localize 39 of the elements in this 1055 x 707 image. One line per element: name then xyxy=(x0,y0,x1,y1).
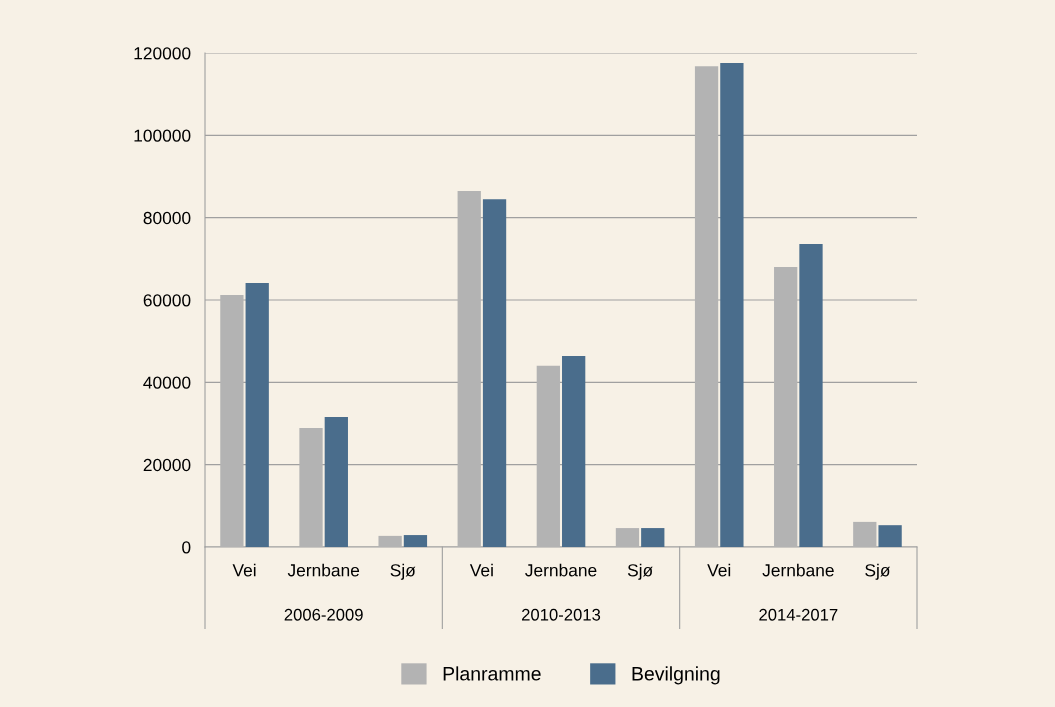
legend-label: Bevilgning xyxy=(632,666,720,685)
bar xyxy=(220,295,244,547)
legend-label: Planramme xyxy=(443,666,541,681)
text: 2010-2013 xyxy=(521,608,601,621)
bar xyxy=(403,535,428,547)
y-tick-label: 100000 xyxy=(134,129,191,142)
x-tick-label: Vei xyxy=(469,563,493,577)
y-tick-label: 80000 xyxy=(143,211,191,225)
text: 2006-2009 xyxy=(284,608,363,621)
bar xyxy=(878,525,902,547)
bar xyxy=(641,528,665,547)
bar xyxy=(536,365,560,547)
bar xyxy=(482,199,507,547)
x-tick-label: Sjø xyxy=(390,563,416,580)
bar xyxy=(378,535,402,547)
bar xyxy=(562,355,586,547)
x-tick-label: Vei xyxy=(232,563,256,577)
y-tick-label: 120000 xyxy=(134,47,191,60)
bar xyxy=(720,62,744,547)
bar xyxy=(245,283,269,547)
x-tick-label: Jernbane xyxy=(762,563,834,577)
bar xyxy=(853,521,877,547)
bar xyxy=(324,416,348,547)
bar xyxy=(799,244,823,547)
y-tick-label: 20000 xyxy=(143,458,191,472)
y-tick-label: 60000 xyxy=(143,294,191,307)
x-tick-label: Vei xyxy=(707,563,731,577)
y-tick-label: 0 xyxy=(182,541,191,554)
x-tick-label: Jernbane xyxy=(525,563,597,577)
bar xyxy=(615,528,640,547)
bar xyxy=(457,190,481,547)
x-tick-label: Jernbane xyxy=(287,563,360,577)
x-tick-label: Sjø xyxy=(627,563,653,580)
x-tick-label: Sjø xyxy=(865,563,891,580)
bar xyxy=(774,267,798,547)
text: 2014-2017 xyxy=(759,608,838,621)
bar xyxy=(299,428,323,547)
y-tick-label: 40000 xyxy=(143,376,191,389)
bar xyxy=(694,66,719,547)
